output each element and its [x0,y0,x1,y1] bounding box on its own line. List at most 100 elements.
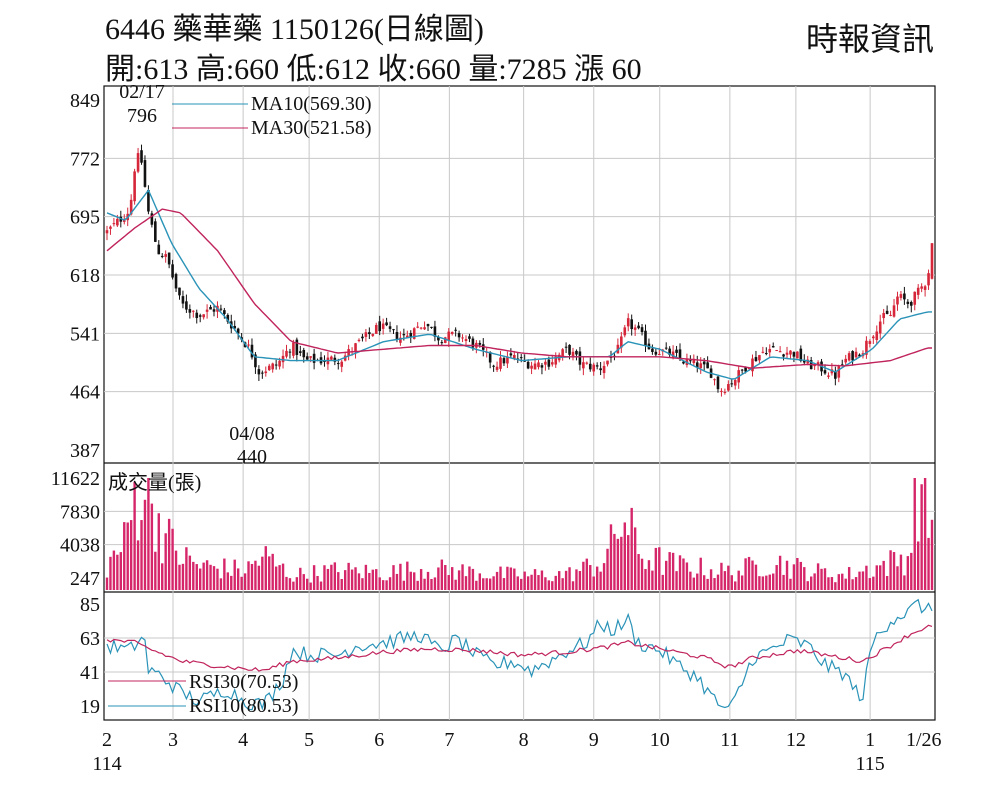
candle-body [412,328,416,339]
volume-bar [789,578,792,590]
candle-body [630,319,633,330]
candle-body [440,342,444,344]
chart-frame [103,85,936,721]
month-label: 1 [865,729,875,751]
candle-body [730,383,734,385]
candle-body [678,349,682,359]
volume-bar [330,564,333,590]
candle-body [768,348,772,353]
candle-body [223,310,226,315]
volume-bar [426,571,430,590]
volume-bar [326,568,330,590]
volume-bar [133,481,136,590]
candle-body [799,348,803,362]
candle-body [547,359,551,367]
candle-body [499,357,502,369]
volume-bar [613,533,616,590]
candle-body [181,296,185,304]
volume-bar [502,578,506,590]
rsi-tick-label: 63 [80,628,100,650]
volume-bar [661,574,664,590]
volume-bar [678,555,682,590]
candle-body [443,337,447,343]
volume-label: 成交量(張) [108,471,201,494]
volume-bar [419,569,423,590]
month-label: 2 [102,729,112,751]
volume-bar [892,552,896,590]
volume-bar [847,567,851,590]
volume-bar [744,558,747,590]
year-label: 114 [92,753,121,775]
volume-bar [923,478,927,590]
candle-body [530,365,533,369]
candle-body [171,264,174,278]
volume-bar [799,561,803,590]
candle-body [751,358,754,372]
volume-bar [606,548,609,590]
annotation-high-date: 02/17 [119,81,165,103]
volume-bar [126,522,129,590]
volume-bar [685,562,689,590]
candle-body [278,360,281,367]
candle-body [395,332,399,340]
candle-body [250,344,254,358]
legend-rsi10: RSI10(80.53) [189,695,298,717]
volume-bar [147,478,150,590]
volume-bar [889,550,892,590]
price-tick-label: 849 [70,90,100,112]
volume-bar [872,576,875,590]
month-label: 11 [720,729,739,751]
candle-body [174,274,178,289]
volume-bar [585,558,589,590]
volume-bar [219,578,223,590]
candle-body [233,325,237,329]
volume-bar [778,555,782,590]
price-tick-label: 772 [70,148,100,170]
candle-body [236,328,240,334]
candle-body [765,352,768,355]
volume-bar [844,578,847,590]
candle-body [744,366,747,372]
volume-bar [278,565,281,590]
candle-body [226,314,230,322]
candle-body [406,335,409,338]
candle-body [802,359,806,363]
candle-body [368,332,371,335]
candle-body [930,243,934,279]
candle-body [468,336,471,339]
rsi10-line [106,598,933,711]
candle-body [671,351,675,358]
volume-bar [233,559,236,590]
volume-bar [337,572,340,590]
volume-bar [692,577,696,590]
volume-bar [582,561,585,590]
candle-body [633,327,637,330]
candle-body [140,150,143,163]
volume-bar [274,566,278,590]
volume-bar [544,577,547,590]
candle-body [789,350,792,355]
candle-body [796,351,799,359]
volume-bar [402,580,406,590]
candle-body [198,315,202,317]
candle-body [872,336,875,339]
volume-bar [161,563,164,590]
volume-bar [816,563,820,590]
volume-bar [879,565,882,590]
volume-bar [854,577,858,590]
volume-bar [395,573,399,590]
legend-rsi30: RSI30(70.53) [189,671,298,693]
candle-body [133,171,136,202]
candle-body [695,362,699,368]
month-label: 5 [304,729,314,751]
candle-body [492,365,495,367]
volume-bar [364,564,368,590]
candle-body [858,354,861,357]
volume-bar [378,577,381,590]
volume-bar [920,484,923,590]
volume-bar [899,554,903,590]
volume-bar [927,537,930,590]
candle-body [823,370,827,374]
candle-body [488,352,492,363]
candle-body [533,363,537,370]
